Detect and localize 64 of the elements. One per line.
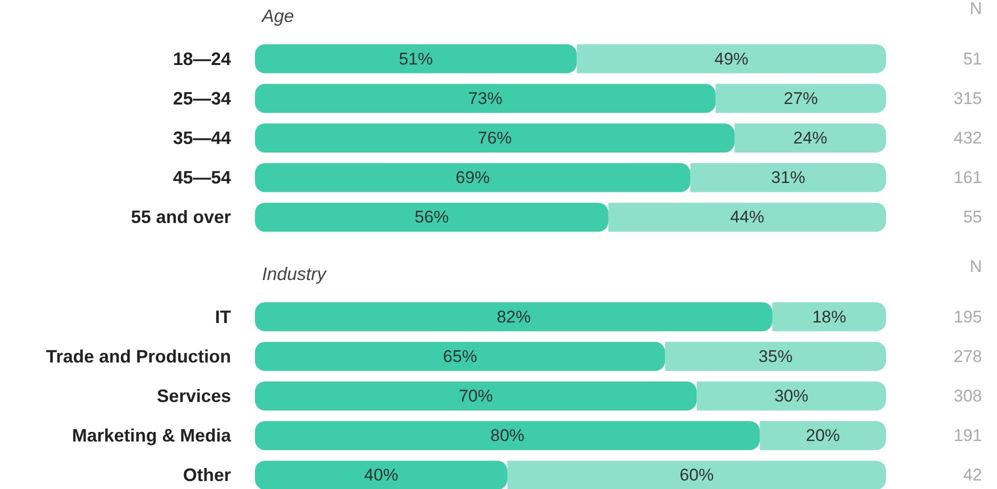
bar bbox=[716, 84, 886, 113]
y-tick-label: Marketing & Media bbox=[72, 426, 232, 446]
y-tick-label: Services bbox=[156, 386, 231, 406]
bar bbox=[696, 382, 886, 410]
bar bbox=[255, 124, 735, 152]
bar bbox=[255, 342, 666, 371]
y-tick-label: 18—24 bbox=[172, 48, 231, 69]
bar bbox=[255, 421, 760, 450]
data-label: 49% bbox=[714, 49, 748, 68]
data-label: 18% bbox=[812, 307, 846, 326]
data-label: 69% bbox=[456, 168, 490, 188]
y-tick-label: 35—44 bbox=[172, 128, 231, 148]
data-label: 60% bbox=[680, 466, 714, 485]
data-label: 24% bbox=[793, 128, 828, 148]
bar bbox=[255, 202, 608, 232]
bar bbox=[255, 382, 697, 410]
bar bbox=[507, 460, 886, 489]
bar bbox=[772, 302, 886, 332]
data-label: 44% bbox=[730, 208, 764, 227]
chart-title: Age bbox=[261, 6, 294, 26]
data-label: 51% bbox=[398, 49, 433, 68]
data-label: 30% bbox=[774, 386, 808, 406]
data-label: 70% bbox=[458, 386, 493, 406]
y2-tick-label: 161 bbox=[954, 168, 982, 188]
y-tick-label: 25—34 bbox=[172, 88, 231, 108]
data-label: 80% bbox=[490, 426, 524, 446]
data-label: 65% bbox=[443, 346, 478, 366]
data-label: 76% bbox=[478, 128, 512, 148]
data-label: 56% bbox=[414, 208, 449, 227]
data-label: 20% bbox=[806, 426, 840, 446]
data-label: 31% bbox=[771, 168, 806, 188]
y-tick-label: 45—54 bbox=[172, 168, 231, 188]
y2-tick-label: 195 bbox=[954, 307, 982, 326]
y2-tick-label: 308 bbox=[954, 386, 982, 406]
chart-title: Industry bbox=[262, 264, 328, 284]
y2-tick-label: 278 bbox=[954, 346, 982, 366]
bar bbox=[255, 163, 690, 192]
y2-tick-label: 315 bbox=[954, 88, 982, 108]
y2-tick-label: 191 bbox=[954, 426, 982, 446]
y2-axis-title: N bbox=[970, 0, 982, 18]
bar bbox=[665, 342, 886, 371]
bar bbox=[255, 302, 772, 332]
y-tick-label: Trade and Production bbox=[46, 346, 231, 366]
bar bbox=[255, 84, 716, 113]
bar bbox=[255, 44, 577, 74]
data-label: 27% bbox=[784, 88, 818, 108]
y-tick-label: Other bbox=[182, 465, 231, 486]
bar bbox=[576, 44, 886, 74]
data-label: 40% bbox=[364, 466, 398, 485]
y2-tick-label: 55 bbox=[963, 208, 982, 227]
y2-axis-title: N bbox=[970, 257, 982, 276]
bar bbox=[734, 124, 886, 152]
data-label: 35% bbox=[758, 346, 793, 366]
y2-tick-label: 51 bbox=[963, 49, 982, 68]
y-tick-label: IT bbox=[215, 306, 231, 327]
bar bbox=[690, 163, 886, 192]
bar bbox=[255, 460, 508, 489]
bar bbox=[760, 421, 886, 450]
y-tick-label: 55 and over bbox=[130, 207, 231, 228]
y2-tick-label: 432 bbox=[954, 128, 982, 148]
bar bbox=[608, 202, 886, 232]
data-label: 73% bbox=[468, 88, 502, 108]
data-label: 82% bbox=[496, 307, 531, 326]
y2-tick-label: 42 bbox=[963, 466, 982, 485]
